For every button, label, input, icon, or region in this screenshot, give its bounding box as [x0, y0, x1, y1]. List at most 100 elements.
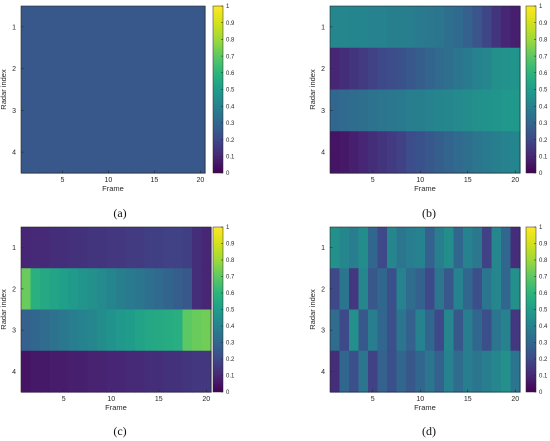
colorbar-tick-label: 0.7 [226, 275, 235, 281]
heatmap-cell [163, 350, 174, 393]
heatmap-cell [59, 350, 70, 393]
heatmap-cell [387, 268, 398, 311]
colorbar-tick-label: 0.8 [226, 38, 235, 44]
heatmap-cell [149, 89, 160, 132]
heatmap-cell [85, 47, 96, 91]
heatmap-cell [135, 227, 146, 269]
y-tick-label: 1 [321, 245, 325, 252]
heatmap-cell [192, 227, 203, 269]
colorbar-tick-label: 0.1 [539, 155, 548, 161]
y-tick-label: 3 [12, 328, 16, 335]
heatmap-cell [78, 227, 89, 269]
colorbar-tick-label: 0.7 [226, 54, 235, 60]
heatmap-cell [482, 89, 493, 132]
x-axis-label: Frame [414, 184, 436, 193]
heatmap-cell [125, 350, 136, 393]
heatmap-cell [472, 47, 483, 91]
heatmap-cell [48, 6, 59, 49]
heatmap-cell [406, 350, 417, 393]
heatmap-cell [122, 47, 132, 91]
heatmap-cell [491, 350, 502, 393]
heatmap-cell [103, 6, 114, 49]
colorbar-tick-label: 0 [539, 171, 543, 177]
heatmap-cell [106, 268, 117, 311]
colorbar-tick-label: 0.2 [539, 357, 548, 363]
heatmap-cell [501, 268, 512, 311]
heatmap-cell [387, 309, 398, 352]
x-tick-label: 15 [464, 396, 472, 403]
heatmap-cell [368, 350, 379, 393]
heatmap-cell [116, 350, 127, 393]
y-axis-label: Radar index [0, 69, 8, 110]
heatmap-cell [434, 227, 445, 269]
heatmap-cell [113, 47, 123, 91]
heatmap-cell [330, 227, 341, 269]
heatmap-cell [186, 131, 197, 174]
heatmap-cell [510, 6, 521, 49]
heatmap-cell [330, 268, 341, 311]
heatmap-cell [140, 47, 151, 91]
heatmap-cell [67, 47, 77, 91]
heatmap-cell [358, 131, 369, 174]
heatmap-cell [510, 350, 521, 393]
heatmap-cell [339, 268, 350, 311]
heatmap-cell [510, 47, 521, 91]
x-tick-label: 15 [464, 177, 472, 184]
heatmap-cell [144, 350, 155, 393]
colorbar-tick-label: 0.8 [539, 258, 548, 264]
heatmap-cell [59, 268, 70, 311]
heatmap-cell [30, 6, 40, 49]
heatmap-cell [144, 268, 155, 311]
heatmap-panel-b: 5 10 15 20 1 2 3 4 Frame Radar index 0 0.1 0.2 0.3 0.4… [308, 4, 548, 193]
heatmap-cell [396, 47, 407, 91]
colorbar-tick-label: 0.9 [226, 21, 235, 27]
colorbar-tick-label: 0.1 [226, 155, 235, 161]
heatmap-cell [39, 89, 50, 132]
heatmap-cell [453, 350, 464, 393]
heatmap-cell [396, 6, 407, 49]
heatmap-cell [463, 89, 474, 132]
y-axis-label: Radar index [0, 289, 8, 330]
heatmap-cell [453, 6, 464, 49]
heatmap-cell [330, 131, 341, 174]
heatmap-cell [387, 89, 398, 132]
colorbar-tick-label: 0.5 [539, 88, 548, 94]
heatmap-cell [472, 89, 483, 132]
heatmap-cell [482, 268, 493, 311]
heatmap-cell [131, 6, 142, 49]
colorbar-tick-label: 1 [226, 4, 230, 10]
heatmap-cell [453, 309, 464, 352]
heatmap-cell [444, 131, 455, 174]
heatmap-cell [444, 227, 455, 269]
heatmap-cell [49, 268, 60, 311]
heatmap-cell [491, 47, 502, 91]
heatmap-cell [177, 6, 188, 49]
y-tick-label: 1 [12, 245, 16, 252]
heatmap-cell [154, 268, 165, 311]
heatmap-cell [501, 131, 512, 174]
heatmap-cell [192, 268, 203, 311]
heatmap-cell [173, 309, 184, 352]
heatmap-cell [406, 89, 417, 132]
heatmap-cell [186, 89, 197, 132]
heatmap-cell [491, 131, 502, 174]
colorbar-tick-label: 0.5 [226, 88, 235, 94]
colorbar-tick-label: 1 [226, 225, 230, 231]
colorbar-tick-label: 0.6 [539, 71, 548, 77]
heatmap-cell [349, 309, 360, 352]
heatmap-cell [491, 268, 502, 311]
heatmap-cell [330, 47, 341, 91]
heatmap-cell [149, 47, 160, 91]
heatmap-cell [40, 268, 51, 311]
heatmap-cell [177, 131, 188, 174]
heatmap-cell [144, 227, 155, 269]
heatmap-cell [472, 6, 483, 49]
colorbar-tick-label: 0.6 [226, 71, 235, 77]
heatmap-cell [510, 268, 521, 311]
heatmap-cell [358, 309, 369, 352]
colorbar-tick-label: 0.7 [539, 275, 548, 281]
colorbar-tick-label: 0.4 [539, 104, 548, 110]
colorbar-tick-label: 0.9 [539, 242, 548, 248]
heatmap-cell [349, 89, 360, 132]
heatmap-cell [330, 6, 341, 49]
